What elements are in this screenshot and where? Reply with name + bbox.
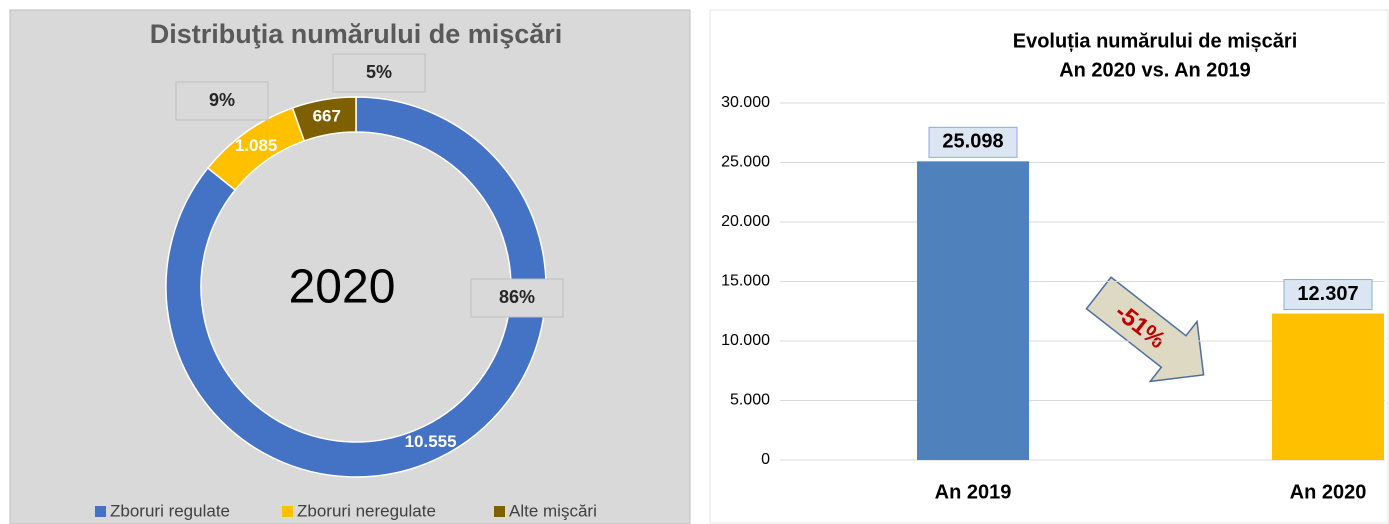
value-label: 12.307: [1297, 283, 1358, 305]
value-label: 1.085: [235, 136, 278, 155]
value-label-box: [1283, 279, 1373, 311]
legend-swatch: [494, 506, 505, 517]
value-label: 667: [313, 106, 341, 125]
value-label-box: [928, 126, 1018, 158]
bar-subtitle: An 2020 vs. An 2019: [1059, 59, 1251, 81]
donut-title: Distribuţia numărului de mişcări: [150, 19, 563, 49]
center-label: 2020: [289, 261, 396, 314]
x-tick-label: An 2019: [935, 481, 1012, 503]
legend-label: Zboruri neregulate: [297, 501, 436, 520]
legend-label: Zboruri regulate: [110, 501, 230, 520]
share-label: 86%: [499, 287, 535, 307]
value-label: 25.098: [942, 131, 1003, 153]
share-box: [332, 53, 426, 93]
legend-label: Alte mişcări: [509, 501, 597, 520]
x-tick-label: An 2020: [1290, 481, 1367, 503]
donut-slice: [291, 96, 357, 142]
legend-swatch: [95, 506, 106, 517]
y-tick-label: 0: [761, 451, 770, 468]
y-tick-label: 10.000: [721, 332, 770, 349]
y-tick-label: 5.000: [730, 392, 770, 409]
y-tick-label: 20.000: [721, 213, 770, 230]
bar-title: Evoluția numărului de mișcări: [1013, 30, 1298, 52]
share-box: [175, 81, 269, 121]
arrow-shape: [1085, 276, 1205, 383]
y-tick-label: 25.000: [721, 154, 770, 171]
y-tick-label: 15.000: [721, 273, 770, 290]
y-tick-label: 30.000: [721, 94, 770, 111]
bar: [917, 161, 1029, 460]
donut-panel: [9, 9, 691, 524]
legend-swatch: [282, 506, 293, 517]
share-label: 5%: [366, 62, 392, 82]
share-label: 9%: [209, 90, 235, 110]
bar: [1272, 313, 1384, 460]
share-box: [470, 278, 564, 318]
value-label: 10.555: [405, 432, 457, 451]
